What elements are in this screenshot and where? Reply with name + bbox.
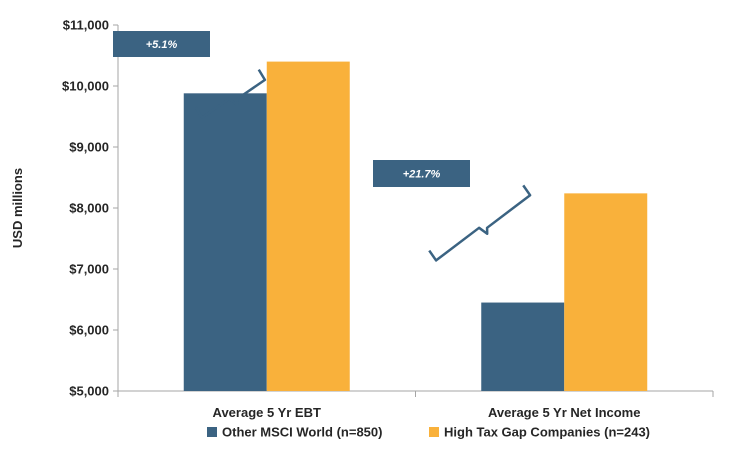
y-tick-label: $7,000 xyxy=(69,262,109,277)
bar-high-tax-gap-0 xyxy=(266,61,350,391)
legend-swatch-other-msci xyxy=(207,427,217,437)
annotation-label: +5.1% xyxy=(146,39,178,51)
bar-high-tax-gap-1 xyxy=(564,193,648,391)
bar-other-msci-0 xyxy=(183,93,267,391)
legend-swatch-high-tax-gap xyxy=(429,427,439,437)
legend-label: High Tax Gap Companies (n=243) xyxy=(444,425,650,440)
annotation-bracket xyxy=(194,68,267,119)
annotation-bracket xyxy=(428,184,532,262)
y-tick-label: $5,000 xyxy=(69,384,109,399)
y-tick-label: $6,000 xyxy=(69,323,109,338)
y-tick-label: $8,000 xyxy=(69,201,109,216)
legend-label: Other MSCI World (n=850) xyxy=(222,425,382,440)
x-category-label: Average 5 Yr EBT xyxy=(213,405,321,420)
bar-other-msci-1 xyxy=(481,302,565,391)
y-tick-label: $9,000 xyxy=(69,140,109,155)
x-category-label: Average 5 Yr Net Income xyxy=(488,405,640,420)
y-tick-label: $11,000 xyxy=(63,18,109,33)
y-tick-label: $10,000 xyxy=(62,79,109,94)
annotation-label: +21.7% xyxy=(403,169,441,181)
annotation-box xyxy=(113,31,210,57)
annotation-box xyxy=(373,160,470,187)
y-axis-title: USD millions xyxy=(10,168,25,248)
